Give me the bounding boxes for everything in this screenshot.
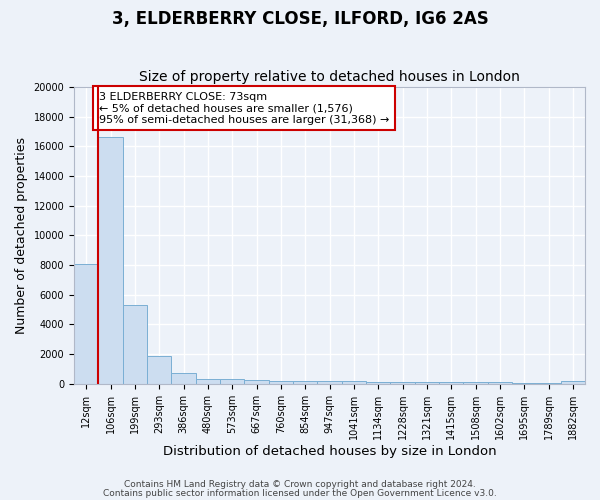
Bar bbox=[560, 381, 585, 384]
Bar bbox=[196, 379, 220, 384]
Bar bbox=[317, 382, 341, 384]
Bar bbox=[536, 382, 560, 384]
Y-axis label: Number of detached properties: Number of detached properties bbox=[15, 137, 28, 334]
Bar bbox=[463, 382, 488, 384]
Text: Contains public sector information licensed under the Open Government Licence v3: Contains public sector information licen… bbox=[103, 488, 497, 498]
Bar bbox=[415, 382, 439, 384]
Bar bbox=[269, 381, 293, 384]
Bar bbox=[74, 264, 98, 384]
X-axis label: Distribution of detached houses by size in London: Distribution of detached houses by size … bbox=[163, 444, 496, 458]
Bar bbox=[488, 382, 512, 384]
Text: 3, ELDERBERRY CLOSE, ILFORD, IG6 2AS: 3, ELDERBERRY CLOSE, ILFORD, IG6 2AS bbox=[112, 10, 488, 28]
Bar bbox=[366, 382, 391, 384]
Bar bbox=[293, 381, 317, 384]
Bar bbox=[391, 382, 415, 384]
Bar bbox=[147, 356, 172, 384]
Bar bbox=[98, 138, 122, 384]
Bar bbox=[439, 382, 463, 384]
Bar bbox=[244, 380, 269, 384]
Bar bbox=[512, 382, 536, 384]
Bar bbox=[220, 379, 244, 384]
Text: 3 ELDERBERRY CLOSE: 73sqm
← 5% of detached houses are smaller (1,576)
95% of sem: 3 ELDERBERRY CLOSE: 73sqm ← 5% of detach… bbox=[99, 92, 389, 124]
Title: Size of property relative to detached houses in London: Size of property relative to detached ho… bbox=[139, 70, 520, 85]
Bar bbox=[172, 372, 196, 384]
Text: Contains HM Land Registry data © Crown copyright and database right 2024.: Contains HM Land Registry data © Crown c… bbox=[124, 480, 476, 489]
Bar bbox=[341, 382, 366, 384]
Bar bbox=[122, 305, 147, 384]
